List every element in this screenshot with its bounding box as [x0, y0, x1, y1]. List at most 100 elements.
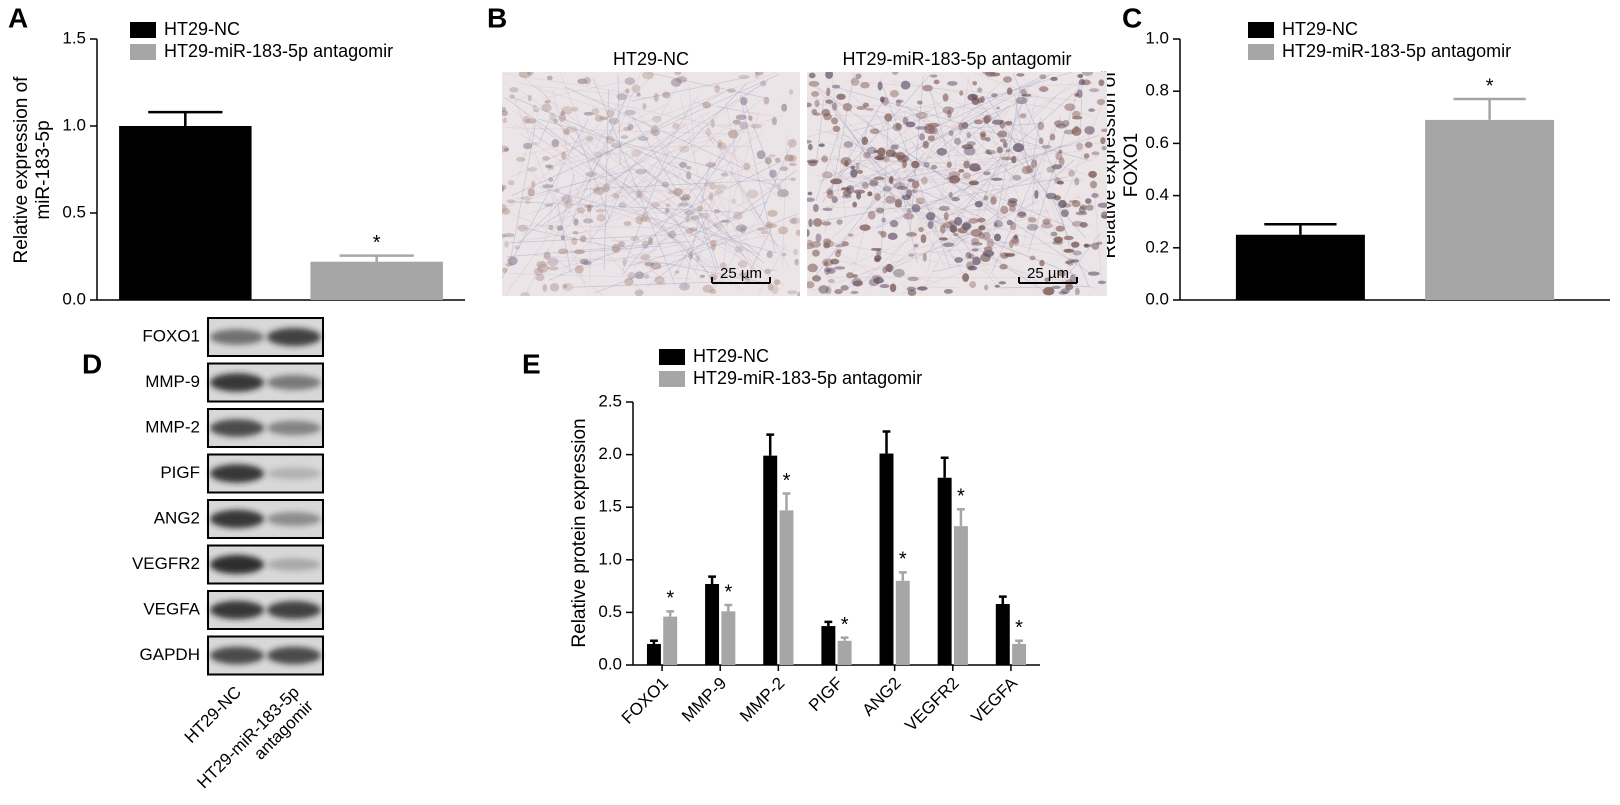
fiber — [892, 168, 946, 268]
nucleus — [740, 97, 748, 106]
fiber — [927, 127, 955, 273]
nucleus — [997, 130, 1008, 138]
nucleus — [969, 281, 977, 289]
nucleus — [812, 249, 820, 257]
nucleus — [654, 276, 665, 284]
fiber — [717, 194, 758, 274]
fiber — [823, 138, 855, 234]
nucleus — [764, 156, 772, 165]
nucleus — [1051, 285, 1061, 289]
nucleus — [1046, 166, 1056, 173]
fiber — [822, 98, 885, 203]
nucleus — [720, 172, 729, 177]
legend-label: HT29-miR-183-5p antagomir — [164, 41, 393, 61]
fiber — [975, 73, 1096, 119]
fiber — [932, 264, 963, 273]
nucleus — [852, 201, 857, 208]
nucleus — [972, 80, 978, 86]
nucleus — [738, 74, 750, 79]
nucleus — [1009, 222, 1017, 231]
nucleus — [630, 236, 640, 241]
nucleus — [826, 87, 831, 97]
nucleus — [605, 135, 615, 144]
nucleus — [776, 184, 782, 190]
fiber — [746, 224, 774, 278]
nucleus — [548, 177, 554, 182]
nucleus — [922, 84, 933, 92]
nucleus — [797, 291, 800, 296]
nucleus — [1004, 120, 1013, 126]
nucleus — [685, 228, 695, 234]
protein-label: GAPDH — [140, 645, 200, 664]
fiber — [972, 136, 1015, 179]
nucleus — [664, 208, 670, 214]
nucleus — [579, 258, 589, 265]
nucleus — [986, 238, 995, 248]
nucleus — [853, 189, 866, 194]
nucleus — [774, 157, 781, 163]
fiber — [610, 148, 701, 280]
protein-label: FOXO1 — [142, 326, 200, 345]
nucleus — [622, 258, 627, 267]
fiber — [502, 209, 572, 239]
nucleus — [684, 210, 695, 216]
nucleus — [983, 195, 989, 201]
nucleus — [667, 230, 677, 239]
nucleus — [893, 182, 905, 189]
nucleus — [556, 225, 564, 231]
nucleus — [930, 74, 938, 78]
fiber — [617, 74, 621, 166]
fiber — [562, 193, 592, 235]
fiber — [635, 94, 700, 196]
nucleus — [1074, 287, 1080, 296]
fiber — [875, 111, 936, 236]
x-tick-label: MMP-9 — [678, 674, 730, 726]
nucleus — [1084, 125, 1095, 135]
nucleus — [1053, 236, 1063, 243]
nucleus — [874, 257, 881, 263]
nucleus — [831, 117, 839, 125]
nucleus — [1011, 155, 1017, 164]
nucleus — [679, 161, 688, 168]
nucleus — [970, 229, 983, 237]
image-title: HT29-miR-183-5p antagomir — [842, 49, 1071, 69]
nucleus — [990, 177, 1003, 181]
fiber — [860, 115, 1015, 253]
fiber — [508, 200, 744, 213]
nucleus — [635, 215, 644, 225]
nucleus — [860, 81, 870, 89]
nucleus — [1027, 217, 1037, 223]
fiber — [1058, 155, 1099, 175]
nucleus — [760, 80, 767, 87]
nucleus — [877, 147, 886, 157]
nucleus — [1038, 86, 1049, 92]
fiber — [1074, 196, 1081, 199]
nucleus — [948, 130, 954, 137]
nucleus — [983, 171, 991, 176]
error-bar — [998, 595, 1007, 604]
error-bar — [1264, 223, 1337, 235]
nucleus — [563, 127, 570, 135]
nucleus — [520, 291, 530, 296]
fiber — [819, 150, 1019, 210]
nucleus — [576, 207, 586, 214]
nucleus — [847, 233, 854, 237]
error-bar — [724, 603, 733, 612]
nucleus — [634, 271, 645, 279]
fiber — [758, 243, 787, 295]
nucleus — [889, 283, 897, 293]
nucleus — [954, 257, 964, 263]
fiber — [604, 175, 628, 229]
nucleus — [1019, 113, 1027, 119]
nucleus — [834, 289, 843, 295]
fiber — [596, 206, 673, 215]
fiber — [592, 90, 753, 210]
nucleus — [661, 181, 670, 188]
nucleus — [1071, 241, 1080, 248]
bar — [1235, 234, 1365, 300]
y-tick-label: 1.0 — [598, 549, 622, 568]
nucleus — [1060, 288, 1070, 295]
nucleus — [855, 162, 860, 171]
fiber — [991, 116, 1062, 272]
bar — [646, 643, 661, 665]
